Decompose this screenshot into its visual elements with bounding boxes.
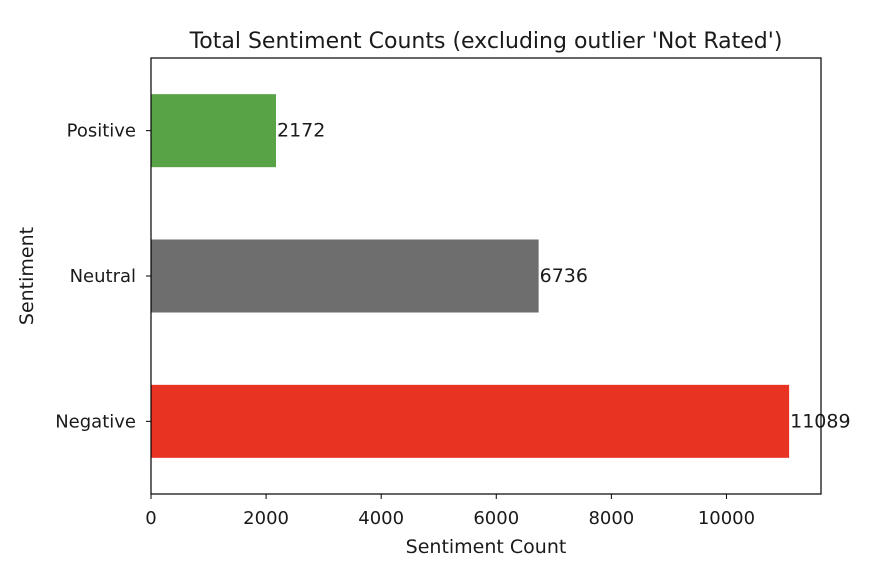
bar-positive bbox=[151, 94, 276, 168]
chart-title: Total Sentiment Counts (excluding outlie… bbox=[189, 29, 783, 54]
x-tick-label-0: 0 bbox=[145, 508, 156, 529]
y-axis-label: Sentiment bbox=[16, 227, 38, 325]
data-label-positive: 2172 bbox=[277, 120, 325, 142]
y-tick-label-neutral: Neutral bbox=[70, 266, 136, 287]
bars-group bbox=[151, 94, 790, 458]
data-label-neutral: 6736 bbox=[540, 265, 588, 287]
bar-neutral bbox=[151, 239, 539, 313]
bar-negative bbox=[151, 384, 790, 458]
x-tick-label-8000: 8000 bbox=[588, 508, 634, 529]
x-tick-label-6000: 6000 bbox=[473, 508, 519, 529]
y-axis-ticks: Negative Neutral Positive bbox=[55, 121, 151, 432]
x-axis-ticks: 0 2000 4000 6000 8000 10000 bbox=[145, 494, 755, 529]
x-tick-label-10000: 10000 bbox=[698, 508, 755, 529]
x-tick-label-4000: 4000 bbox=[358, 508, 404, 529]
x-tick-label-2000: 2000 bbox=[243, 508, 289, 529]
data-label-negative: 11089 bbox=[790, 410, 850, 432]
y-tick-label-negative: Negative bbox=[55, 411, 136, 432]
y-tick-label-positive: Positive bbox=[67, 121, 136, 142]
data-labels-group: 11089 6736 2172 bbox=[277, 120, 851, 433]
plot-frame bbox=[150, 57, 822, 495]
x-axis-label: Sentiment Count bbox=[406, 536, 567, 558]
